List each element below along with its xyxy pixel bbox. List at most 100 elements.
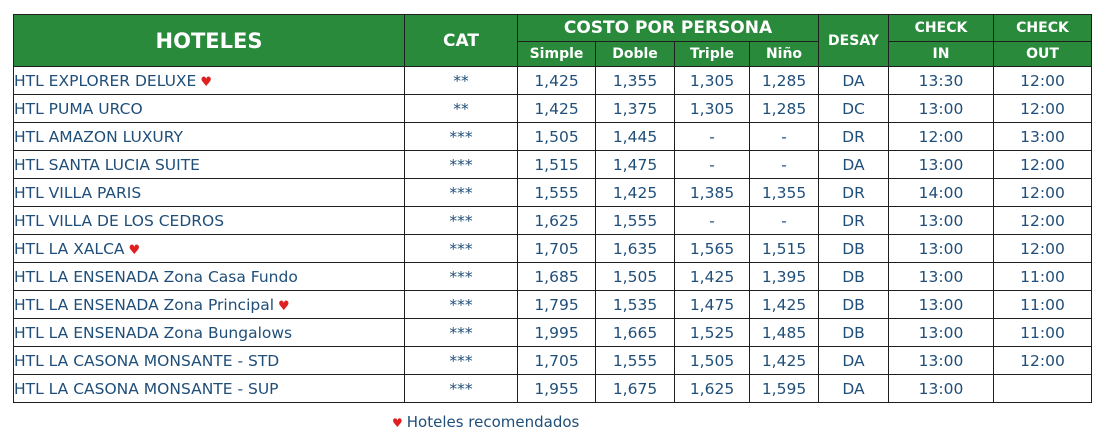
hotel-rows: HTL EXPLORER DELUXE ♥ ** 1,425 1,355 1,305 1,2… xyxy=(13,66,1092,403)
nino-cell: 1,285 xyxy=(749,94,819,123)
in-cell: 13:00 xyxy=(888,262,994,291)
triple-cell: 1,385 xyxy=(674,178,750,207)
out-cell: 12:00 xyxy=(993,150,1092,179)
nino-cell: 1,485 xyxy=(749,318,819,347)
out-cell: 11:00 xyxy=(993,262,1092,291)
simple-cell: 1,425 xyxy=(517,94,596,123)
doble-cell: 1,425 xyxy=(595,178,675,207)
doble-cell: 1,535 xyxy=(595,290,675,319)
simple-cell: 1,995 xyxy=(517,318,596,347)
desay-cell: DA xyxy=(818,150,889,179)
table-row: HTL SANTA LUCIA SUITE *** 1,515 1,475- - DA 13… xyxy=(13,150,1092,179)
hotel-name-cell: HTL AMAZON LUXURY xyxy=(13,122,405,151)
out-cell: 12:00 xyxy=(993,66,1092,95)
doble-cell: 1,675 xyxy=(595,374,675,403)
cat-cell: *** xyxy=(404,234,518,263)
hotel-name: HTL LA CASONA MONSANTE - STD xyxy=(14,351,280,370)
in-cell: 13:00 xyxy=(888,318,994,347)
desay-cell: DR xyxy=(818,178,889,207)
in-cell: 12:00 xyxy=(888,122,994,151)
desay-header: DESAY xyxy=(818,14,889,67)
nino-cell: 1,395 xyxy=(749,262,819,291)
legend-text: Hoteles recomendados xyxy=(406,413,580,431)
hotel-name: HTL LA ENSENADA Zona Bungalows xyxy=(14,323,293,342)
heart-icon: ♥ xyxy=(392,416,403,430)
desay-cell: DB xyxy=(818,318,889,347)
hotel-name: HTL AMAZON LUXURY xyxy=(14,127,184,146)
nino-header: Niño xyxy=(749,41,819,67)
cat-cell: *** xyxy=(404,290,518,319)
simple-cell: 1,685 xyxy=(517,262,596,291)
in-cell: 13:00 xyxy=(888,234,994,263)
cat-cell: ** xyxy=(404,66,518,95)
desay-cell: DA xyxy=(818,346,889,375)
table-row: HTL LA CASONA MONSANTE - SUP *** 1,955 1,67… xyxy=(13,374,1092,403)
heart-icon: ♥ xyxy=(128,242,141,258)
nino-cell: - xyxy=(749,122,819,151)
in-cell: 13:00 xyxy=(888,346,994,375)
hotel-name-cell: HTL EXPLORER DELUXE ♥ xyxy=(13,66,405,95)
doble-cell: 1,505 xyxy=(595,262,675,291)
simple-cell: 1,425 xyxy=(517,66,596,95)
table-row: HTL EXPLORER DELUXE ♥ ** 1,425 1,355 1,305 1,2… xyxy=(13,66,1092,95)
heart-icon: ♥ xyxy=(278,298,290,314)
hotel-name-cell: HTL VILLA PARIS xyxy=(13,178,405,207)
out-cell: 11:00 xyxy=(993,318,1092,347)
hotel-rates-table: HOTELES CAT COSTO POR PERSONA DESAY CHEC… xyxy=(13,14,1092,403)
desay-cell: DB xyxy=(818,234,889,263)
simple-header: Simple xyxy=(517,41,596,67)
out-cell: 12:00 xyxy=(993,94,1092,123)
out-cell: 12:00 xyxy=(993,178,1092,207)
table-row: HTL VILLA DE LOS CEDROS *** 1,625 1,555- - DR… xyxy=(13,206,1092,235)
cat-header: CAT xyxy=(404,14,518,67)
check-in-header: IN xyxy=(888,41,994,67)
hotel-name-cell: HTL PUMA URCO xyxy=(13,94,405,123)
table-row: HTL AMAZON LUXURY *** 1,505 1,445- - DR 12:00 1… xyxy=(13,122,1092,151)
in-cell: 13:00 xyxy=(888,290,994,319)
triple-cell: 1,305 xyxy=(674,66,750,95)
out-cell xyxy=(993,374,1092,403)
desay-cell: DB xyxy=(818,262,889,291)
heart-icon: ♥ xyxy=(200,74,212,90)
hotel-name: HTL EXPLORER DELUXE xyxy=(14,71,197,90)
hotel-name: HTL LA CASONA MONSANTE - SUP xyxy=(14,379,279,398)
hoteles-header: HOTELES xyxy=(13,14,405,67)
cat-cell: *** xyxy=(404,206,518,235)
desay-cell: DA xyxy=(818,374,889,403)
hotel-name-cell: HTL LA CASONA MONSANTE - SUP xyxy=(13,374,405,403)
triple-header: Triple xyxy=(674,41,750,67)
out-cell: 11:00 xyxy=(993,290,1092,319)
triple-cell: 1,525 xyxy=(674,318,750,347)
triple-cell: 1,425 xyxy=(674,262,750,291)
doble-cell: 1,555 xyxy=(595,346,675,375)
doble-cell: 1,355 xyxy=(595,66,675,95)
out-cell: 12:00 xyxy=(993,234,1092,263)
desay-cell: DA xyxy=(818,66,889,95)
doble-cell: 1,555 xyxy=(595,206,675,235)
doble-cell: 1,635 xyxy=(595,234,675,263)
in-cell: 14:00 xyxy=(888,178,994,207)
desay-cell: DR xyxy=(818,122,889,151)
cat-cell: ** xyxy=(404,94,518,123)
cat-cell: *** xyxy=(404,318,518,347)
triple-cell: - xyxy=(674,150,750,179)
legend-recommended: ♥ Hoteles recomendados xyxy=(392,413,579,431)
triple-cell: - xyxy=(674,122,750,151)
out-cell: 12:00 xyxy=(993,206,1092,235)
simple-cell: 1,505 xyxy=(517,122,596,151)
nino-cell: - xyxy=(749,206,819,235)
nino-cell: 1,355 xyxy=(749,178,819,207)
desay-cell: DB xyxy=(818,290,889,319)
hotel-name-cell: HTL LA CASONA MONSANTE - STD xyxy=(13,346,405,375)
hotel-name: HTL VILLA PARIS xyxy=(14,183,142,202)
doble-header: Doble xyxy=(595,41,675,67)
hotel-name: HTL SANTA LUCIA SUITE xyxy=(14,155,200,174)
nino-cell: 1,425 xyxy=(749,346,819,375)
nino-cell: 1,515 xyxy=(749,234,819,263)
table-row: HTL VILLA PARIS *** 1,555 1,425 1,385 1,355 DR… xyxy=(13,178,1092,207)
hotel-name-cell: HTL LA ENSENADA Zona Principal ♥ xyxy=(13,290,405,319)
hotel-name-cell: HTL LA ENSENADA Zona Bungalows xyxy=(13,318,405,347)
simple-cell: 1,955 xyxy=(517,374,596,403)
doble-cell: 1,475 xyxy=(595,150,675,179)
cat-cell: *** xyxy=(404,346,518,375)
